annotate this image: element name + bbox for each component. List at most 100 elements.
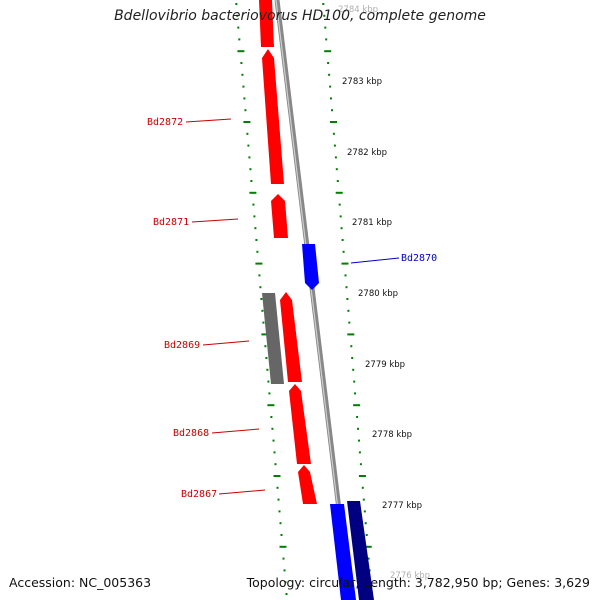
- gene-bd2870[interactable]: [302, 244, 319, 290]
- gene-top-partial[interactable]: [259, 0, 274, 47]
- minor-tick: [261, 309, 264, 312]
- minor-tick: [322, 3, 325, 5]
- leader-line-bd2870: [350, 257, 400, 264]
- minor-tick: [252, 203, 255, 206]
- tick-label-2780: 2780 kbp: [358, 289, 398, 299]
- minor-tick: [247, 144, 250, 147]
- gene-bottom-navy[interactable]: [347, 501, 374, 600]
- tick-label-2783: 2783 kbp: [342, 77, 382, 87]
- minor-tick: [260, 298, 263, 300]
- gene-bd2869-other[interactable]: [262, 293, 284, 384]
- minor-tick: [266, 368, 269, 371]
- minor-tick: [352, 368, 355, 371]
- major-tick: [279, 545, 287, 548]
- minor-tick: [350, 345, 353, 348]
- minor-tick: [363, 510, 366, 513]
- minor-tick: [241, 73, 244, 76]
- minor-tick: [344, 274, 347, 277]
- minor-tick: [254, 227, 257, 230]
- minor-tick: [364, 522, 367, 525]
- minor-tick: [283, 569, 286, 572]
- major-tick: [324, 50, 332, 53]
- minor-tick: [268, 392, 271, 395]
- minor-tick: [265, 357, 268, 359]
- major-tick: [237, 50, 245, 53]
- minor-tick: [276, 486, 279, 489]
- major-tick: [335, 191, 343, 194]
- minor-tick: [334, 156, 337, 159]
- leader-line-bd2868: [211, 428, 260, 434]
- minor-tick: [324, 26, 327, 29]
- major-tick: [358, 475, 366, 477]
- minor-tick: [244, 109, 247, 112]
- major-tick: [267, 404, 275, 407]
- inner-tick-track: [235, 3, 288, 595]
- gene-label-bd2871[interactable]: Bd2871: [153, 217, 189, 228]
- gene-label-bd2870[interactable]: Bd2870: [401, 253, 437, 264]
- minor-tick: [362, 498, 365, 501]
- gene-label-bd2867[interactable]: Bd2867: [181, 489, 217, 500]
- gene-bd2867[interactable]: [298, 465, 317, 504]
- gene-bd2868[interactable]: [289, 384, 311, 464]
- minor-tick: [327, 62, 330, 64]
- tick-label-2778: 2778 kbp: [372, 430, 412, 440]
- minor-tick: [333, 144, 336, 147]
- minor-tick: [277, 498, 280, 501]
- minor-tick: [335, 168, 338, 171]
- minor-tick: [354, 392, 357, 395]
- major-tick: [341, 262, 349, 265]
- gene-bottom-blue[interactable]: [330, 504, 356, 600]
- minor-tick: [361, 486, 364, 489]
- minor-tick: [331, 109, 333, 112]
- minor-tick: [258, 274, 261, 277]
- gene-label-bd2872[interactable]: Bd2872: [147, 117, 183, 128]
- minor-tick: [243, 97, 246, 100]
- minor-tick: [346, 298, 349, 300]
- major-tick: [255, 262, 263, 265]
- tick-label-2781: 2781 kbp: [352, 218, 392, 228]
- minor-tick: [328, 73, 331, 76]
- gene-labels: Bd2872 Bd2871 Bd2870 Bd2869 Bd2868 Bd286…: [147, 117, 437, 500]
- minor-tick: [242, 85, 245, 88]
- minor-tick: [338, 203, 341, 206]
- leader-line-bd2872: [185, 118, 232, 123]
- minor-tick: [367, 557, 370, 560]
- scale-tick-labels: 2784 kbp 2783 kbp 2782 kbp 2781 kbp 2780…: [338, 5, 430, 581]
- gene-bd2872[interactable]: [262, 49, 284, 184]
- major-tick: [330, 121, 337, 123]
- major-tick: [261, 333, 269, 336]
- tick-label-2784: 2784 kbp: [338, 5, 378, 15]
- tick-label-2776: 2776 kbp: [390, 571, 430, 581]
- major-tick: [347, 333, 355, 336]
- minor-tick: [365, 534, 368, 536]
- map-title: Bdellovibrio bacteriovorus HD100, comple…: [114, 8, 486, 24]
- leader-line-bd2871: [191, 218, 239, 223]
- minor-tick: [358, 451, 361, 454]
- minor-tick: [341, 239, 344, 241]
- leader-line-bd2867: [218, 489, 266, 495]
- minor-tick: [330, 97, 332, 100]
- minor-tick: [272, 439, 275, 442]
- minor-tick: [259, 286, 262, 289]
- tick-label-2782: 2782 kbp: [347, 148, 387, 158]
- major-tick: [364, 545, 372, 548]
- minor-tick: [284, 581, 287, 584]
- major-tick: [273, 475, 281, 477]
- minor-tick: [274, 463, 277, 466]
- gene-label-bd2869[interactable]: Bd2869: [164, 340, 200, 351]
- minor-tick: [329, 85, 332, 88]
- tick-label-2777: 2777 kbp: [382, 501, 422, 511]
- gene-bd2871[interactable]: [271, 194, 288, 238]
- tick-label-2779: 2779 kbp: [365, 360, 405, 370]
- gene-label-bd2868[interactable]: Bd2868: [173, 428, 209, 439]
- minor-tick: [249, 168, 252, 171]
- minor-tick: [358, 439, 360, 442]
- minor-tick: [246, 132, 249, 135]
- minor-tick: [342, 250, 345, 253]
- minor-tick: [273, 451, 276, 454]
- feature-track: [259, 0, 374, 600]
- minor-tick: [356, 416, 359, 418]
- gene-bd2869[interactable]: [280, 292, 302, 382]
- minor-tick: [336, 180, 339, 182]
